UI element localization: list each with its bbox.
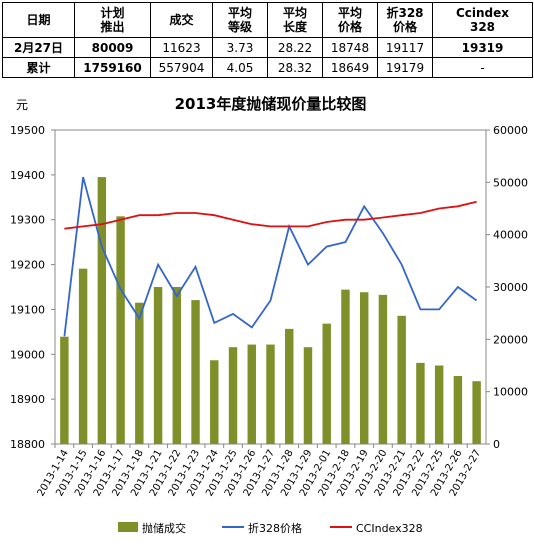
table-cell: 19179 [377,57,433,78]
header-cell-date: 日期 [2,2,75,38]
legend-label: 折328价格 [248,521,302,535]
left-axis-tick-label: 19300 [10,214,45,227]
y-axis-unit-label: 元 [16,98,28,112]
table-cell: 累计 [2,57,75,78]
bar [247,344,256,444]
right-axis-tick-label: 60000 [493,124,528,137]
table-cell: 4.05 [212,57,268,78]
right-axis-tick-label: 10000 [493,386,528,399]
bar [228,347,238,444]
table-cell: 11623 [150,37,213,58]
right-axis-tick-label: 40000 [493,229,528,242]
bar [135,302,144,444]
bar [60,336,69,444]
table-cell: 18748 [322,37,378,58]
table-header-row: 日期 计划 推出 成交 平均 等级 平均 长度 平均 价格 折328 价格 Ccindex… [2,2,533,38]
bar [341,289,350,444]
bar [359,292,369,444]
bar [453,375,463,444]
left-axis-tick-label: 18900 [10,393,45,406]
right-axis-tick-label: 20000 [493,333,528,346]
right-axis-tick-label: 30000 [493,281,528,294]
header-cell-avg-price: 平均 价格 [322,2,378,38]
bar [322,323,331,444]
bar [97,177,107,444]
table-row: 2月27日 80009 11623 3.73 28.22 18748 19117… [2,37,533,58]
header-cell-avg-length: 平均 长度 [267,2,323,38]
table-cell: 2月27日 [2,37,75,58]
left-axis-tick-label: 19100 [10,303,45,316]
table-cell: 28.22 [267,37,323,58]
bar [191,300,200,444]
table-cell: 18649 [322,57,378,78]
left-axis-tick-label: 19200 [10,259,45,272]
right-axis-tick-label: 0 [493,438,500,451]
bar [210,360,219,444]
bar [78,268,88,444]
bar [266,344,275,444]
bar [285,328,294,444]
header-cell-traded: 成交 [150,2,213,38]
bar [378,294,388,444]
left-axis-tick-label: 18800 [10,438,45,451]
table-cell: 28.32 [267,57,323,78]
summary-table: 日期 计划 推出 成交 平均 等级 平均 长度 平均 价格 折328 价格 Ccindex… [2,2,533,78]
bar [116,216,125,444]
left-axis-tick-label: 19000 [10,348,45,361]
bar [434,365,444,444]
bar [472,381,481,444]
header-cell-ccindex: Ccindex 328 [432,2,533,38]
bar [397,315,406,444]
left-axis-tick-label: 19400 [10,169,45,182]
table-row: 累计 1759160 557904 4.05 28.32 18649 19179… [2,57,533,78]
header-cell-planned: 计划 推出 [74,2,151,38]
bar [153,287,163,444]
legend-label: CCIndex328 [356,522,423,535]
chart-title: 2013年度抛储现价量比较图 [175,95,367,113]
table-cell: 19319 [432,37,533,58]
legend-label: 抛储成交 [142,521,186,535]
ccindex-328-line [64,200,477,230]
table-cell: 19117 [377,37,433,58]
left-axis-tick-label: 19500 [10,124,45,137]
price-328-line [63,176,478,337]
table-cell: 557904 [150,57,213,78]
legend-swatch-bars [118,522,138,532]
bar [416,362,425,444]
right-axis-tick-label: 50000 [493,176,528,189]
table-cell: - [432,57,533,78]
header-cell-price-328: 折328 价格 [377,2,433,38]
table-cell: 3.73 [212,37,268,58]
combo-chart: 2013年度抛储现价量比较图 元 18800 18900 19000 19100 19200… [10,95,528,535]
table-cell: 80009 [74,37,151,58]
table-cell: 1759160 [74,57,151,78]
bar [172,287,182,444]
bar [303,347,313,444]
header-cell-avg-grade: 平均 等级 [212,2,268,38]
